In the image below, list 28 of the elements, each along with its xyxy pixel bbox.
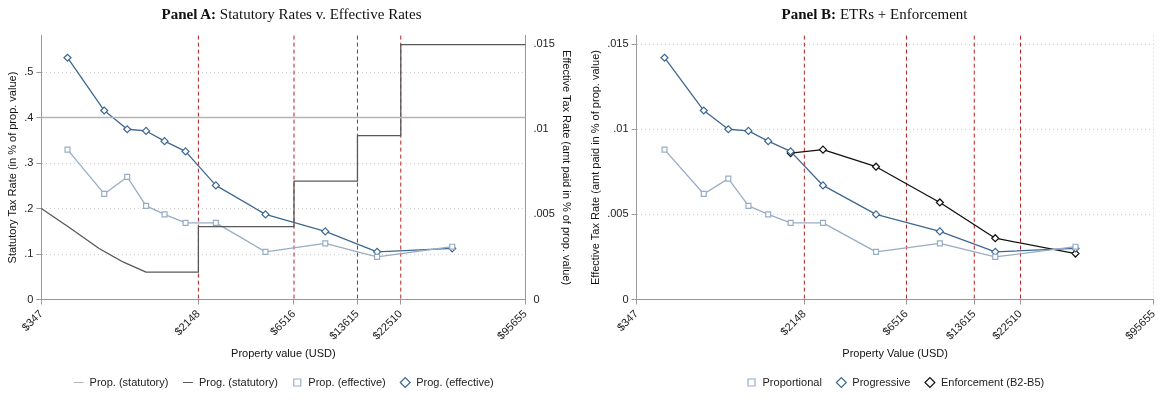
y2-tick-label: .01 [533, 122, 549, 135]
y-tick-label: .1 [24, 247, 34, 260]
chart-title: Panel B: ETRs + Enforcement [780, 5, 969, 24]
y2-axis-title: Effective Tax Rate (amt paid in % of prop. value) [561, 50, 574, 286]
y-tick-label: 0 [622, 292, 629, 305]
y-tick-label: 0 [27, 292, 34, 305]
legend-label: Prop. (statutory) [89, 375, 169, 388]
chart-title: Panel A: Statutory Rates v. Effective Rates [160, 5, 423, 24]
legend-label: Enforcement (B2-B5) [940, 375, 1045, 388]
y-tick-label: .005 [607, 207, 629, 220]
y-tick-label: .01 [613, 122, 629, 135]
legend-label: Prog. (statutory) [198, 375, 278, 388]
legend-label: Progressive [852, 375, 911, 388]
x-axis-title: Property value (USD) [231, 347, 336, 360]
y-axis-title: Statutory Tax Rate (in % of prop. value) [5, 71, 18, 264]
y-tick-label: .5 [24, 65, 34, 78]
y-tick-label: .3 [24, 156, 34, 169]
y-axis-title: Effective Tax Rate (amt paid in % of prop. value) [588, 50, 601, 286]
y-tick-label: .4 [24, 110, 34, 123]
legend-label: Prog. (effective) [416, 375, 494, 388]
y-tick-label: .015 [607, 37, 629, 50]
legend-label: Prop. (effective) [308, 375, 386, 388]
x-axis-title: Property Value (USD) [842, 347, 948, 360]
y2-tick-label: 0 [533, 292, 540, 305]
y2-tick-label: .015 [533, 37, 555, 50]
y-tick-label: .2 [24, 201, 34, 214]
y2-tick-label: .005 [533, 207, 555, 220]
legend-label: Proportional [762, 375, 822, 388]
